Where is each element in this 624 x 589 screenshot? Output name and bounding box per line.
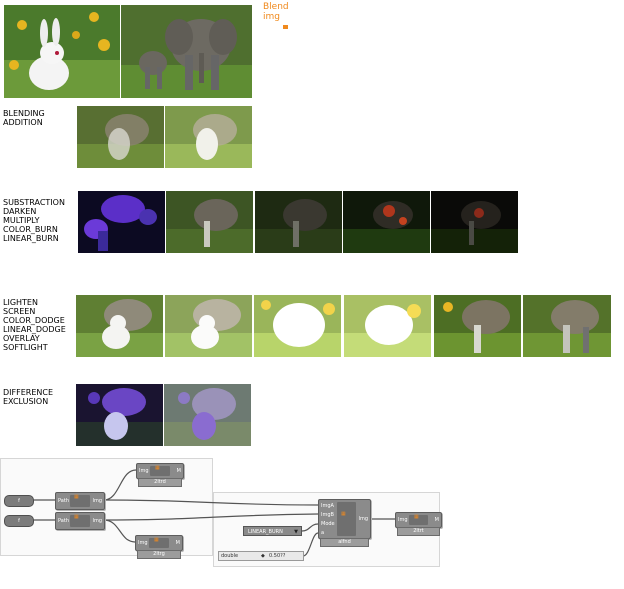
blend-node-caption: alfnd (320, 538, 369, 547)
label-substraction: SUBSTRACTION (3, 198, 65, 207)
blend-result-linear-dodge (344, 295, 431, 357)
file-chip-2-label: f (18, 518, 20, 524)
image-viewer-node-1[interactable]: Img ▦ M (136, 463, 184, 479)
title-line-1: Blend (263, 2, 289, 12)
label-linear-dodge: LINEAR_DODGE (3, 325, 66, 334)
file-path-chip-1[interactable]: f (4, 495, 34, 507)
blend-result-overlay (434, 295, 521, 357)
section-labels-darken: SUBSTRACTION DARKEN MULTIPLY COLOR_BURN … (3, 198, 65, 243)
label-softlight: SOFTLIGHT (3, 343, 48, 352)
label-exclusion: EXCLUSION (3, 397, 49, 406)
load-image-node-1[interactable]: Path ▦ Img (55, 492, 105, 510)
label-screen: SCREEN (3, 307, 36, 316)
label-darken: DARKEN (3, 207, 37, 216)
viewer-2-output-port[interactable]: M (175, 540, 180, 546)
blend-result-darken (166, 191, 253, 253)
blend-result-color-burn (343, 191, 430, 253)
load-1-output-port[interactable]: Img (92, 498, 102, 504)
viewer-1-caption: 2ltrd (138, 478, 182, 487)
blend-result-addition (165, 106, 252, 168)
section-labels-blending: BLENDING ADDITION (3, 109, 45, 127)
image-viewer-node-3[interactable]: Img ▦ M (395, 512, 442, 528)
file-chip-1-label: f (18, 498, 20, 504)
viewer-3-icon: ▦ (414, 514, 419, 520)
blend-component-title: Blend img (263, 2, 289, 29)
blend-result-substraction (78, 191, 165, 253)
chevron-down-icon: ▼ (294, 529, 298, 535)
viewer-2-input-port[interactable]: Img (138, 540, 148, 546)
section-labels-difference: DIFFERENCE EXCLUSION (3, 388, 53, 406)
load-image-node-2[interactable]: Path ▦ Img (55, 512, 105, 530)
label-difference: DIFFERENCE (3, 388, 54, 397)
viewer-1-output-port[interactable]: M (176, 468, 181, 474)
title-line-2: img (263, 12, 280, 22)
label-blending: BLENDING (3, 109, 45, 118)
label-lighten: LIGHTEN (3, 298, 38, 307)
slider-type-label: double (221, 553, 239, 559)
blend-result-multiply (255, 191, 342, 253)
slider-grip-icon[interactable]: ◆ (261, 553, 265, 559)
viewer-1-icon: ▦ (155, 465, 160, 471)
blend-result-softlight (523, 295, 611, 357)
blend-mode-value: LINEAR_BURN (248, 529, 283, 535)
blend-input-alpha[interactable]: a (321, 530, 325, 536)
load-2-input-port[interactable]: Path (58, 518, 69, 524)
load-2-icon: ▦ (74, 514, 79, 520)
blend-result-lighten (76, 295, 163, 357)
load-1-input-port[interactable]: Path (58, 498, 69, 504)
blend-result-exclusion (164, 384, 251, 446)
blend-input-imga[interactable]: ImgA (321, 503, 334, 509)
blend-result-difference (76, 384, 163, 446)
viewer-1-input-port[interactable]: Img (139, 468, 149, 474)
load-2-output-port[interactable]: Img (92, 518, 102, 524)
blend-result-color-dodge (254, 295, 341, 357)
blend-result-screen (165, 295, 252, 357)
blend-output-port[interactable]: Img (358, 516, 368, 522)
label-addition: ADDITION (3, 118, 43, 127)
blend-mode-dropdown[interactable]: LINEAR_BURN ▼ (243, 526, 302, 536)
section-labels-lighten: LIGHTEN SCREEN COLOR_DODGE LINEAR_DODGE … (3, 298, 66, 352)
blend-input-mode[interactable]: Mode (321, 521, 335, 527)
slider-value: 0.50?? (269, 553, 286, 559)
file-path-chip-2[interactable]: f (4, 515, 34, 527)
image-viewer-node-2[interactable]: Img ▦ M (135, 535, 183, 551)
component-icon (283, 25, 288, 29)
viewer-2-caption: 2ltrg (137, 550, 181, 559)
label-overlay: OVERLAY (3, 334, 40, 343)
viewer-3-output-port[interactable]: M (434, 517, 439, 523)
blend-node[interactable]: ImgA ImgB Mode a ▦ Img (318, 499, 371, 539)
alpha-number-slider[interactable]: double ◆ 0.50?? (218, 551, 304, 561)
blend-result-linear-burn (431, 191, 518, 253)
load-1-icon: ▦ (74, 494, 79, 500)
label-multiply: MULTIPLY (3, 216, 40, 225)
viewer-3-input-port[interactable]: Img (398, 517, 408, 523)
blend-node-icon: ▦ (341, 511, 346, 517)
blend-result-blending (77, 106, 164, 168)
viewer-3-caption: 2ltrt (397, 527, 440, 536)
label-color-dodge: COLOR_DODGE (3, 316, 65, 325)
elephants-image (121, 5, 252, 98)
blend-input-imgb[interactable]: ImgB (321, 512, 334, 518)
rabbit-image (4, 5, 120, 98)
viewer-2-icon: ▦ (154, 537, 159, 543)
label-color-burn: COLOR_BURN (3, 225, 58, 234)
label-linear-burn: LINEAR_BURN (3, 234, 59, 243)
